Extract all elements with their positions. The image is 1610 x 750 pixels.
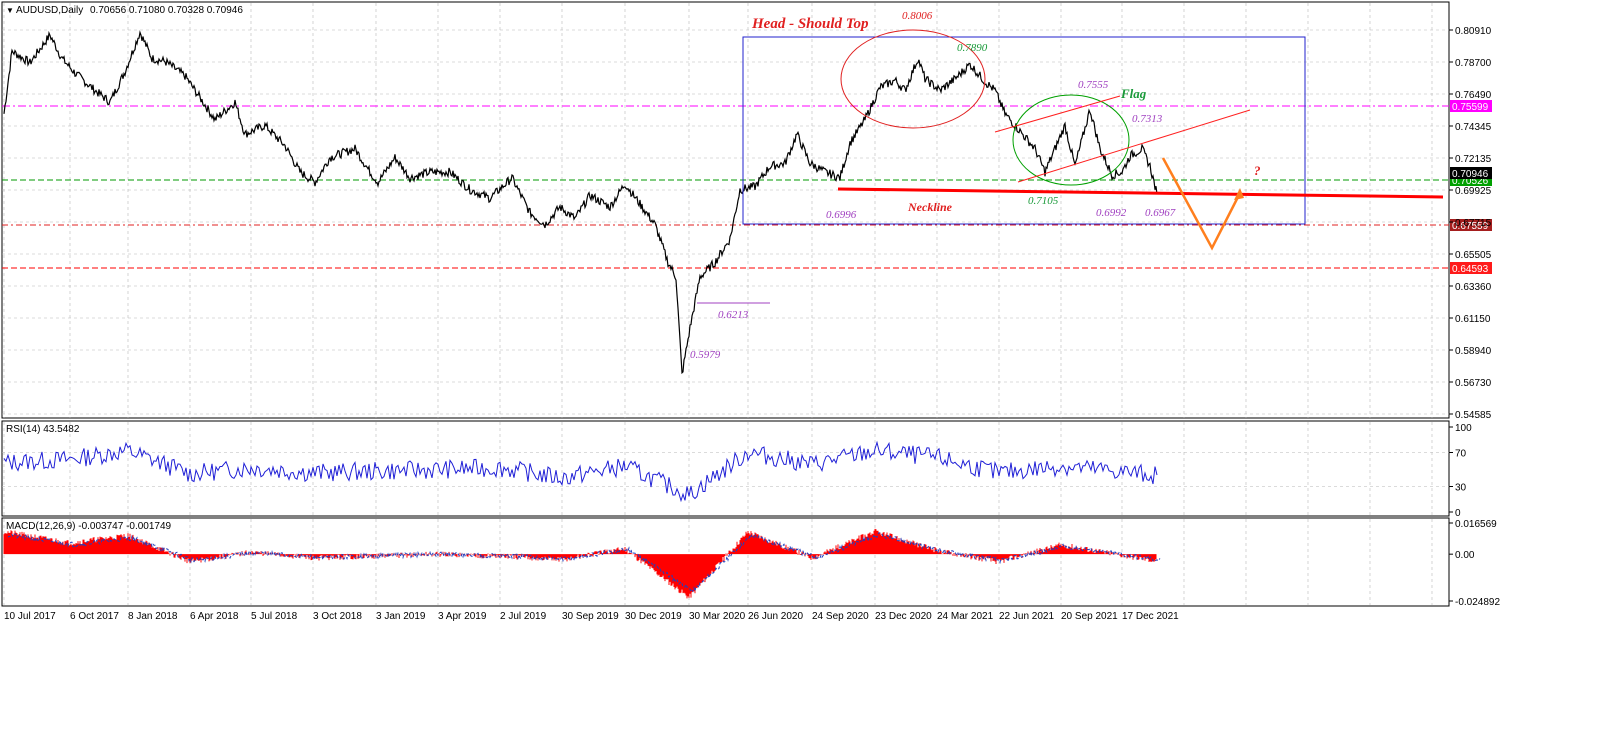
x-tick-label: 17 Dec 2021 [1122,611,1179,622]
anno-0.7313: 0.7313 [1132,113,1163,125]
flag-upper-line [994,95,1121,133]
x-tick-label: 6 Apr 2018 [190,611,239,622]
price-series [3,30,1158,375]
flag-lower-line [1017,109,1251,183]
x-tick-label: 10 Jul 2017 [4,611,56,622]
y-tick-label: 0.72135 [1455,154,1492,165]
anno-0.7555: 0.7555 [1078,79,1109,91]
rsi-y-tick-label: 70 [1455,449,1467,460]
x-tick-label: 5 Jul 2018 [251,611,298,622]
macd-series [3,528,1161,599]
macd-y-tick-label: 0.016569 [1455,519,1497,530]
y-axis-ticks: 0.80910 0.78700 0.76490 0.74345 0.72135 0.699… [1449,26,1500,608]
x-tick-label: 23 Dec 2020 [875,611,932,622]
anno-0.6992: 0.6992 [1096,207,1127,219]
y-tick-label: 0.78700 [1455,58,1492,69]
level-price-tag [1450,167,1492,179]
anno-question: ? [1254,163,1261,178]
y-tick-label: 0.67715 [1455,218,1492,229]
x-tick-label: 30 Dec 2019 [625,611,682,622]
level-price-text: 0.70526 [1452,176,1489,187]
y-tick-label: 0.54585 [1455,410,1492,421]
y-tick-label: 0.58940 [1455,346,1492,357]
rsi-title: RSI(14) 43.5482 [6,424,80,435]
level-price-tag [1450,262,1492,274]
anno-0.7105: 0.7105 [1028,195,1059,207]
x-axis-ticks: 10 Jul 2017 6 Oct 2017 8 Jan 2018 6 Apr 201… [4,611,1179,622]
y-tick-label: 0.80910 [1455,26,1492,37]
macd-title: MACD(12,26,9) -0.003747 -0.001749 [6,521,172,532]
rsi-line [3,440,1158,503]
x-tick-label: 24 Mar 2021 [937,611,994,622]
grid [2,3,1449,605]
rsi-series [3,440,1158,503]
y-tick-label: 0.65505 [1455,250,1492,261]
x-tick-label: 22 Jun 2021 [999,611,1054,622]
x-tick-label: 3 Jan 2019 [376,611,426,622]
rsi-y-tick-label: 100 [1455,423,1472,434]
price-line [3,30,1158,375]
y-tick-label: 0.69925 [1455,186,1492,197]
rsi-panel-frame [1,420,1450,517]
chart-header-ohlc: 0.70656 0.71080 0.70328 0.70946 [90,5,243,16]
anno-0.7890: 0.7890 [957,42,988,54]
x-tick-label: 2 Jul 2019 [500,611,547,622]
anno-0.5979: 0.5979 [690,349,721,361]
anno-0.8006: 0.8006 [902,10,933,22]
x-tick-label: 20 Sep 2021 [1061,611,1118,622]
x-tick-label: 6 Oct 2017 [70,611,119,622]
x-tick-label: 3 Apr 2019 [438,611,487,622]
pattern-box [742,36,1306,225]
x-tick-label: 24 Sep 2020 [812,611,869,622]
macd-signal-line [7,532,1161,593]
x-tick-label: 26 Jun 2020 [748,611,803,622]
y-tick-label: 0.74345 [1455,122,1492,133]
y-tick-label: 0.61150 [1455,314,1491,325]
rsi-y-tick-label: 30 [1455,483,1467,494]
x-tick-label: 30 Sep 2019 [562,611,619,622]
chart-header-symbol: AUDUSD,Daily [16,5,83,16]
projection-arrowhead [1234,188,1244,200]
head-ellipse [840,29,986,129]
x-tick-label: 30 Mar 2020 [689,611,746,622]
macd-y-tick-label: -0.024892 [1455,597,1500,608]
y-tick-label: 0.63360 [1455,282,1492,293]
level-price-text: 0.67559 [1452,221,1489,232]
y-tick-label: 0.76490 [1455,90,1492,101]
anno-flag: Flag [1120,86,1147,101]
level-price-text: 0.75599 [1452,102,1489,113]
anno-head-title: Head - Should Top [751,16,869,32]
neckline [837,187,1444,199]
macd-panel-frame [1,517,1450,607]
y-tick-label: 0.56730 [1455,378,1492,389]
anno-0.6213: 0.6213 [718,309,749,321]
price-panel-frame [1,1,1450,419]
chart-header-arrow[interactable]: ▼ [6,6,14,15]
level-price-text: 0.70946 [1452,169,1489,180]
rsi-y-tick-label: 0 [1455,508,1461,519]
projection-arrow [1161,157,1242,251]
anno-0.6967: 0.6967 [1145,207,1176,219]
anno-0.6996: 0.6996 [826,209,857,221]
x-tick-label: 8 Jan 2018 [128,611,178,622]
x-tick-label: 3 Oct 2018 [313,611,362,622]
level-price-text: 0.64593 [1452,264,1489,275]
anno-neckline: Neckline [907,200,953,214]
flag-ellipse [1012,94,1130,186]
level-price-tag [1450,100,1492,112]
macd-y-tick-label: 0.00 [1455,550,1475,561]
level-price-tag [1450,219,1492,231]
